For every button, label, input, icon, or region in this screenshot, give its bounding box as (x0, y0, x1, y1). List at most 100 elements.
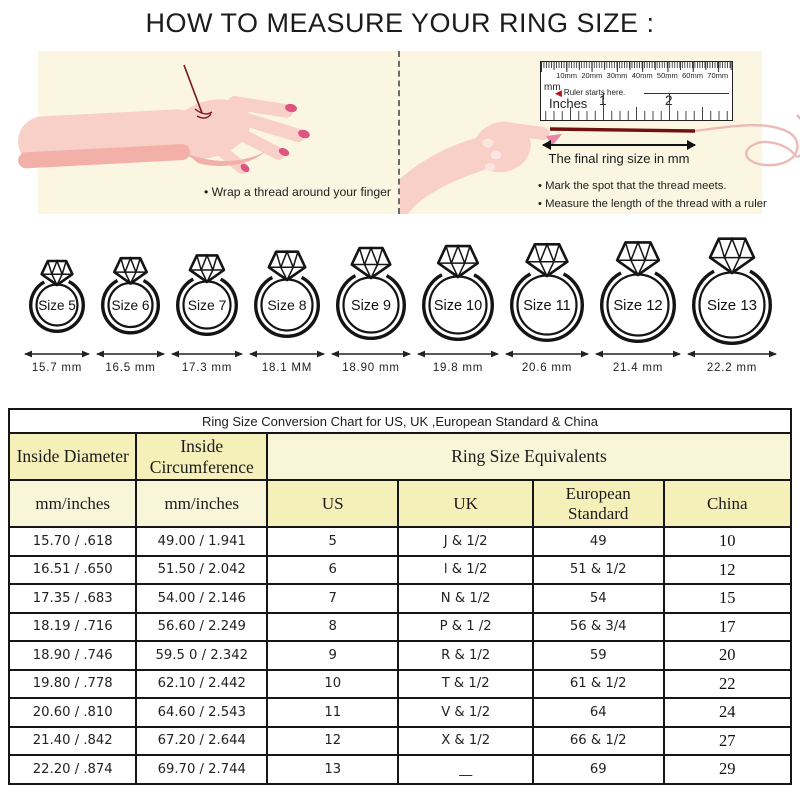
table-cell: 22 (662, 668, 793, 699)
subheader-us: US (266, 479, 400, 528)
ring-band-inner (106, 281, 154, 329)
arrow-left-head (248, 350, 257, 358)
arrow-left-head (686, 350, 695, 358)
ring-band-inner (34, 283, 79, 327)
table-row: 18.19 / .716 56.60 / 2.249 8 P & 1 /2 56 & 3… (7, 611, 793, 642)
header-inside-diameter: Inside Diameter (7, 432, 138, 481)
table-cell: 7 (266, 583, 400, 614)
table-cell: 20.60 / .810 (7, 697, 138, 728)
arrow-left-head (95, 350, 104, 358)
diamond-icon (350, 246, 392, 280)
table-cell: 64 (531, 697, 665, 728)
ring-mm-label: 18.90 mm (342, 362, 400, 374)
table-cell: R & 1/2 (397, 640, 534, 671)
ruler-mm-label: 10mm (556, 71, 578, 80)
step-captions-measure: • Mark the spot that the thread meets. •… (538, 180, 767, 210)
arrow-right-head (490, 350, 499, 358)
ring-size-label: Size 12 (613, 298, 662, 314)
final-size-arrow (542, 140, 696, 150)
table-cell: 49 (531, 526, 665, 557)
ring-size-label: Size 9 (351, 298, 391, 314)
table-cell: 16.51 / .650 (7, 554, 138, 585)
ring-mm-label: 20.6 mm (521, 362, 571, 374)
ring-band-inner (341, 276, 400, 334)
thread-on-finger (183, 64, 213, 119)
table-subheader-row: mm/inches mm/inches US UK European Stand… (7, 479, 793, 528)
subheader-china: China (662, 479, 793, 528)
table-cell: 18.19 / .716 (7, 611, 138, 642)
table-row: 21.40 / .842 67.20 / 2.644 12 X & 1/2 66 & 1… (7, 725, 793, 756)
ring-mm-label: 19.8 mm (432, 362, 482, 374)
table-cell: 51 & 1/2 (531, 554, 665, 585)
ruler-mid-line (644, 93, 729, 94)
table-caption: Ring Size Conversion Chart for US, UK ,E… (8, 408, 792, 434)
diamond-icon (436, 244, 479, 279)
ring-band-inner (515, 274, 578, 336)
arrow-right-head (234, 350, 243, 358)
table-cell: 69 (531, 754, 665, 785)
ring-figure: Size 5 15.7 mm (23, 258, 90, 374)
ring-item: Size 9 18.90 mm (330, 233, 411, 386)
table-row: 19.80 / .778 62.10 / 2.442 10 T & 1/2 61 & 1… (7, 668, 793, 699)
fingernails (240, 103, 310, 173)
table-cell: 59 (531, 640, 665, 671)
table-cell: 24 (662, 697, 793, 728)
ruler-start-marker-icon: ◀ (555, 87, 562, 98)
page-title: HOW TO MEASURE YOUR RING SIZE : (145, 8, 655, 38)
ring-band-outer (335, 270, 406, 340)
ring-band-outer (509, 268, 584, 342)
ring-figure: Size 13 22.2 mm (686, 236, 777, 374)
diamond-icon (267, 250, 306, 282)
thread-mark (546, 134, 562, 146)
ring-size-label: Size 7 (187, 297, 226, 313)
table-cell: 10 (662, 526, 793, 557)
ring-band-outer (253, 272, 320, 338)
ruler-mm-label: 70mm (707, 71, 729, 80)
ring-band-inner (181, 280, 232, 330)
table-cell: 56 & 3/4 (531, 611, 665, 642)
table-cell: J & 1/2 (397, 526, 534, 557)
ring-mm-label: 15.7 mm (31, 362, 81, 374)
ring-band-outer (691, 265, 772, 345)
table-cell: 59.5 0 / 2.342 (135, 640, 269, 671)
rings-row: Size 5 15.7 mm Size 6 16.5 mm Size 7 17.… (0, 236, 800, 386)
ring-band-outer (100, 275, 160, 335)
ring-band-inner (697, 271, 766, 339)
ruler-mm-labels: 10mm 20mm 30mm 40mm 50mm 60mm 70mm (554, 71, 730, 80)
arrow-right-head (81, 350, 90, 358)
table-cell: 21.40 / .842 (7, 725, 138, 756)
table-cell: 27 (662, 725, 793, 756)
subheader-mm-inches-circumference: mm/inches (135, 479, 269, 528)
knuckle-highlights (482, 138, 502, 171)
arrow-left-head (330, 350, 339, 358)
ring-size-label: Size 13 (706, 297, 756, 314)
ruler-starts-here: ◀ Ruler starts here. (555, 87, 626, 98)
ring-size-label: Size 6 (111, 298, 149, 313)
ring-figure: Size 10 19.8 mm (416, 244, 499, 374)
ruler-mm-ticks (541, 62, 732, 72)
ring-size-label: Size 10 (433, 298, 481, 314)
table-cell: 18.90 / .746 (7, 640, 138, 671)
ruler-mm-label: 50mm (656, 71, 678, 80)
thread-line (549, 127, 696, 133)
table-cell: 17.35 / .683 (7, 583, 138, 614)
table-cell: 6 (266, 554, 400, 585)
conversion-table-body: Ring Size Conversion Chart for US, UK ,E… (7, 408, 793, 785)
instruction-panels: • Wrap a thread around your finger 10mm 2… (18, 51, 800, 214)
table-cell: 66 & 1/2 (531, 725, 665, 756)
diamond-icon (615, 241, 660, 277)
table-cell: N & 1/2 (397, 583, 534, 614)
ring-band-outer (421, 269, 494, 341)
hand-with-ruler-illustration (400, 114, 800, 214)
ring-item: Size 12 21.4 mm (594, 233, 681, 386)
table-cell: 54.00 / 2.146 (135, 583, 269, 614)
panel-measure-ruler: 10mm 20mm 30mm 40mm 50mm 60mm 70mm mm ◀ Ruler … (400, 51, 800, 214)
ring-band-outer (175, 274, 238, 336)
table-cell: 10 (266, 668, 400, 699)
arrow-left-head (170, 350, 179, 358)
subheader-mm-inches-diameter: mm/inches (7, 479, 138, 528)
ruler-mm-label: 30mm (606, 71, 628, 80)
ring-size-label: Size 5 (38, 298, 76, 313)
ring-item: Size 10 19.8 mm (416, 233, 499, 386)
table-cell: __ (397, 754, 534, 785)
